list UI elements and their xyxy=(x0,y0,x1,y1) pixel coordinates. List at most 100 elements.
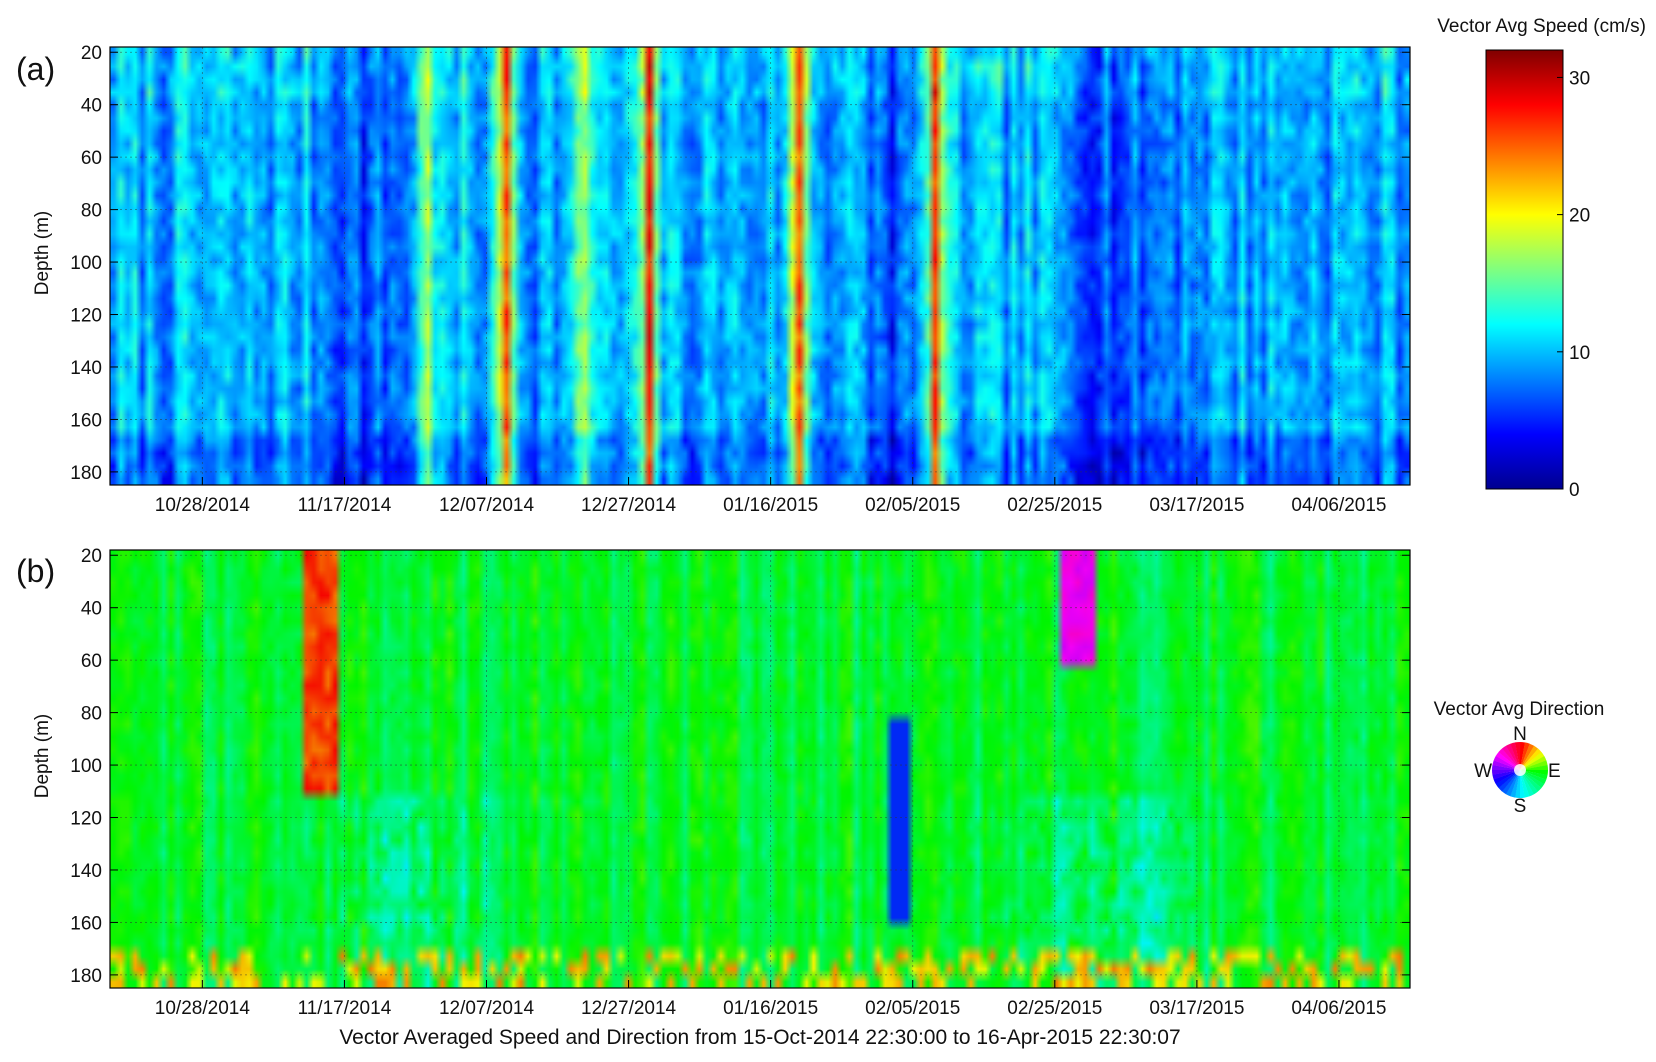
panel-a-y-tick-label: 120 xyxy=(70,306,102,327)
panel-a-y-tick-label: 40 xyxy=(81,96,102,117)
panel-b-y-tick-label: 100 xyxy=(70,756,102,777)
colorbar-tick-label: 20 xyxy=(1569,206,1590,227)
colorbar-tick-label: 30 xyxy=(1569,68,1590,89)
panel-b-heatmap xyxy=(110,550,1410,988)
direction-wheel-sector xyxy=(1505,770,1520,797)
direction-wheel-sector xyxy=(1492,770,1520,780)
direction-label-s: S xyxy=(1514,796,1527,817)
direction-wheel-sector xyxy=(1498,748,1520,770)
speed-colorbar: Vector Avg Speed (cm/s) 0 10 20 30 xyxy=(1437,16,1646,501)
panel-a-x-tick-label: 12/07/2014 xyxy=(439,495,535,516)
panel-b-x-tick-label: 12/27/2014 xyxy=(581,998,677,1019)
direction-wheel-sector xyxy=(1506,743,1520,770)
panel-b-label: (b) xyxy=(16,553,55,589)
direction-wheel-sector xyxy=(1520,760,1548,770)
panel-a-x-tick-label: 02/05/2015 xyxy=(865,495,960,516)
colorbar-ticks: 0 10 20 30 xyxy=(1557,68,1590,501)
direction-wheel-center xyxy=(1514,764,1526,776)
direction-wheel-sector xyxy=(1495,751,1520,770)
direction-key: Vector Avg Direction N E S W xyxy=(1434,699,1605,817)
panel-b-y-tick-label: 20 xyxy=(81,546,102,567)
panel-b-y-tick-label: 180 xyxy=(70,966,102,987)
panel-b-x-ticks: 10/28/2014 11/17/2014 12/07/2014 12/27/2014… xyxy=(155,980,1387,1019)
direction-wheel-sector xyxy=(1520,742,1530,770)
panel-a-y-ticks: 20 40 60 80 100 120 140 160 180 xyxy=(70,43,1410,484)
direction-label-n: N xyxy=(1513,724,1527,745)
panel-b-y-tick-label: 60 xyxy=(81,651,102,672)
panel-b-x-tick-label: 04/06/2015 xyxy=(1291,998,1386,1019)
panel-b-ylabel: Depth (m) xyxy=(32,714,53,798)
panel-a-frame xyxy=(109,46,1411,486)
direction-wheel-sectors xyxy=(1492,741,1548,798)
direction-wheel-sector xyxy=(1520,756,1547,770)
direction-wheel-sector xyxy=(1520,770,1530,798)
panel-b-grid xyxy=(110,550,1410,988)
panel-a-y-tick-label: 20 xyxy=(81,43,102,64)
panel-b-y-ticks: 20 40 60 80 100 120 140 160 180 xyxy=(70,546,1410,987)
panel-a-grid xyxy=(110,47,1410,485)
direction-wheel-sector xyxy=(1520,770,1542,792)
direction-wheel-sector xyxy=(1492,760,1520,770)
panel-a-y-tick-label: 80 xyxy=(81,201,102,222)
panel-a-x-tick-label: 03/17/2015 xyxy=(1149,495,1244,516)
direction-wheel-sector xyxy=(1510,742,1520,770)
panel-a-x-tick-label: 01/16/2015 xyxy=(723,495,818,516)
direction-wheel-sector xyxy=(1520,752,1545,770)
panel-a-heatmap-image xyxy=(110,47,1410,485)
direction-wheel-sector xyxy=(1520,770,1538,795)
panel-b-y-tick-label: 160 xyxy=(70,913,102,934)
direction-label-e: E xyxy=(1548,761,1561,782)
panel-a-x-tick-label: 04/06/2015 xyxy=(1291,495,1386,516)
direction-wheel-sector xyxy=(1520,770,1548,780)
panel-a-y-tick-label: 100 xyxy=(70,253,102,274)
panel-a-y-tick-label: 180 xyxy=(70,463,102,484)
panel-b-x-tick-label: 11/17/2014 xyxy=(298,998,392,1019)
colorbar-title: Vector Avg Speed (cm/s) xyxy=(1437,16,1646,37)
figure-footer: Vector Averaged Speed and Direction from… xyxy=(339,1026,1180,1049)
panel-a-y-tick-label: 140 xyxy=(70,358,102,379)
panel-b-frame xyxy=(109,549,1411,989)
direction-wheel-sector xyxy=(1520,770,1545,789)
panel-a-x-tick-label: 10/28/2014 xyxy=(155,495,251,516)
panel-b-y-tick-label: 140 xyxy=(70,861,102,882)
direction-label-w: W xyxy=(1474,761,1492,782)
panel-a-y-tick-label: 60 xyxy=(81,148,102,169)
panel-b-y-tick-label: 40 xyxy=(81,599,102,620)
panel-a-label: (a) xyxy=(16,51,55,87)
direction-wheel-sector xyxy=(1501,770,1520,795)
direction-wheel-sector xyxy=(1493,755,1520,770)
panel-b-x-tick-label: 02/05/2015 xyxy=(865,998,960,1019)
panel-a-x-tick-label: 11/17/2014 xyxy=(298,495,392,516)
direction-wheel-sector xyxy=(1510,770,1520,798)
panel-a-x-tick-label: 02/25/2015 xyxy=(1007,495,1102,516)
direction-wheel-sector xyxy=(1520,770,1534,797)
panel-b-y-tick-label: 120 xyxy=(70,809,102,830)
direction-wheel-sector xyxy=(1502,745,1520,770)
panel-b-x-tick-label: 10/28/2014 xyxy=(155,998,251,1019)
direction-wheel-sector xyxy=(1520,743,1535,770)
colorbar-tick-label: 0 xyxy=(1569,480,1580,501)
panel-a: (a) Depth (m) 20 40 60 80 100 120 140 160 180 10… xyxy=(16,43,1411,516)
direction-wheel-sector xyxy=(1520,765,1548,771)
panel-b-x-tick-label: 01/16/2015 xyxy=(723,998,818,1019)
direction-key-title: Vector Avg Direction xyxy=(1434,699,1605,720)
panel-a-y-tick-label: 160 xyxy=(70,410,102,431)
panel-b: (b) Depth (m) 20 40 60 80 100 120 140 160 180 10… xyxy=(16,546,1411,1019)
direction-wheel-sector xyxy=(1519,770,1525,798)
direction-wheel-sector xyxy=(1515,741,1521,770)
direction-wheel-sector xyxy=(1492,769,1520,775)
panel-b-y-tick-label: 80 xyxy=(81,704,102,725)
panel-b-x-tick-label: 12/07/2014 xyxy=(439,998,535,1019)
panel-a-x-tick-label: 12/27/2014 xyxy=(581,495,677,516)
panel-a-heatmap xyxy=(110,47,1410,485)
direction-wheel-sector xyxy=(1520,745,1539,770)
direction-wheel-sector xyxy=(1520,748,1542,770)
direction-wheel-sector xyxy=(1493,770,1520,784)
panel-b-x-tick-label: 03/17/2015 xyxy=(1149,998,1244,1019)
panel-b-x-tick-label: 02/25/2015 xyxy=(1007,998,1102,1019)
panel-b-heatmap-image xyxy=(110,550,1410,988)
direction-wheel-sector xyxy=(1520,770,1547,785)
panel-a-ylabel: Depth (m) xyxy=(32,211,53,295)
